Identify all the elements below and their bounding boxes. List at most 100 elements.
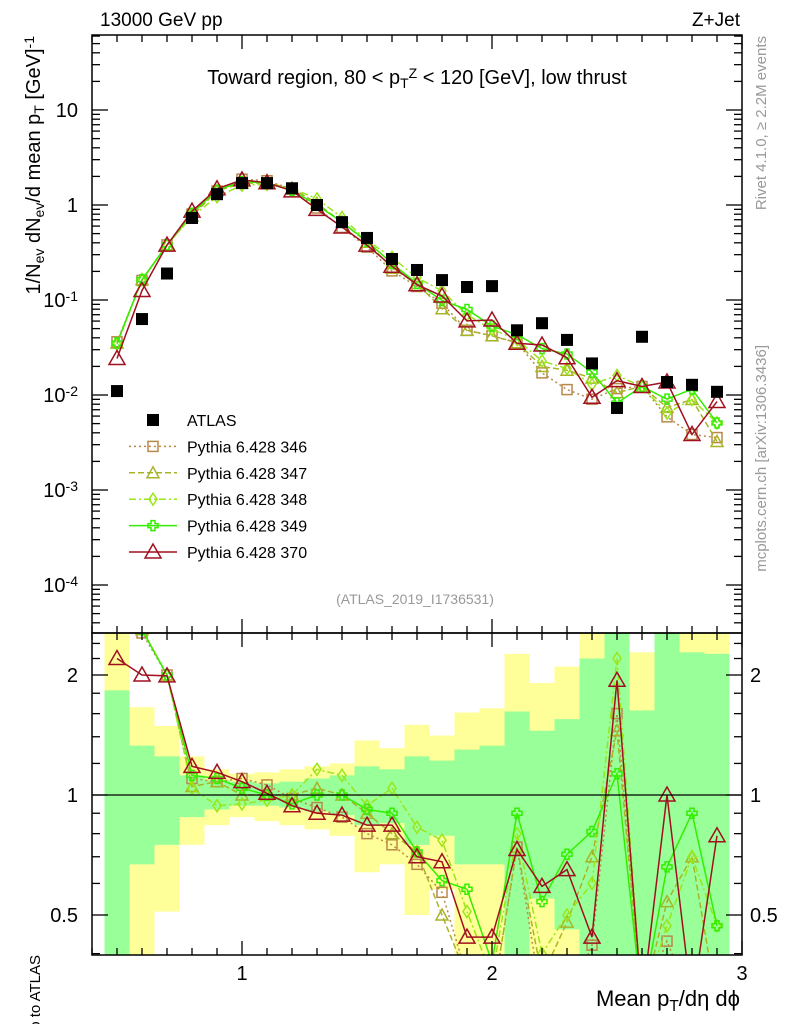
tick-exponent: -2 [66, 383, 79, 399]
band-green [429, 760, 455, 836]
marker-diamond [687, 392, 697, 407]
marker-triangle [357, 815, 377, 832]
tick-mantissa: 10 [43, 480, 65, 502]
marker-triangle [682, 424, 702, 442]
legend-marker [147, 414, 159, 426]
legend-item: Pythia 6.428 347 [129, 465, 307, 483]
marker-diamond [662, 918, 672, 934]
label-part: T [400, 75, 409, 91]
data-point [561, 333, 573, 346]
label-part: Mean p [596, 986, 669, 1011]
marker-triangle [459, 322, 475, 337]
legend-item: Pythia 6.428 348 [129, 491, 307, 509]
tick-mantissa: 10 [56, 100, 78, 122]
marker-diamond [537, 946, 547, 955]
marker-triangle [157, 666, 177, 683]
data-point [661, 376, 673, 389]
marker-square [537, 998, 547, 1008]
marker-square [611, 382, 623, 395]
marker-triangle [607, 371, 627, 388]
marker-cross [112, 589, 122, 599]
tick-mantissa: 10 [43, 290, 65, 312]
data-point [686, 378, 698, 391]
label-part: < 120 [GeV], low thrust [417, 67, 627, 89]
series-atlas [111, 177, 723, 414]
label-part: /dη dϕ [679, 986, 740, 1011]
data-point [311, 199, 323, 211]
marker-square [711, 431, 723, 444]
marker-triangle [145, 465, 161, 479]
data-point [636, 330, 648, 343]
marker-cross [586, 825, 598, 838]
marker-triangle [143, 542, 163, 559]
series-line [116, 178, 718, 439]
marker-cross [111, 337, 123, 349]
marker-triangle [584, 370, 600, 384]
marker-cross [236, 782, 248, 794]
marker-triangle [434, 907, 450, 921]
y-tick-label: 10-4 [43, 573, 78, 597]
ratio-tick-label-left: 2 [67, 665, 78, 687]
band-green [104, 690, 130, 955]
label-part: -1 [21, 36, 37, 49]
series-348 [112, 177, 722, 431]
marker-triangle [657, 785, 677, 802]
marker-triangle [559, 914, 575, 928]
marker-triangle [307, 803, 327, 820]
band-green [654, 633, 680, 955]
plot-title: Toward region, 80 < pTZ < 120 [GeV], low… [207, 65, 627, 91]
band-green [154, 756, 180, 845]
ratio-tick-label-right: 0.5 [750, 905, 778, 927]
marker-cross [561, 848, 573, 861]
marker-cross [461, 883, 473, 896]
legend-label: Pythia 6.428 349 [187, 519, 307, 536]
marker-diamond [212, 798, 222, 814]
marker-triangle [457, 927, 477, 944]
legend-item: Pythia 6.428 349 [129, 519, 307, 536]
marker-diamond [437, 832, 447, 848]
marker-triangle [207, 762, 227, 780]
marker-cross [611, 768, 623, 780]
marker-triangle [407, 275, 427, 292]
label-part: Z [409, 65, 418, 81]
data-point [286, 182, 298, 195]
header-right: Z+Jet [692, 10, 741, 31]
legend-item: Pythia 6.428 370 [129, 542, 307, 562]
marker-square [562, 998, 572, 1008]
tick-exponent: -4 [66, 573, 79, 589]
marker-square [487, 998, 497, 1008]
marker-square [462, 972, 472, 982]
marker-triangle [507, 333, 527, 351]
marker-triangle [532, 335, 552, 352]
marker-triangle [486, 997, 498, 1008]
marker-cross [661, 861, 673, 873]
data-point [136, 313, 148, 326]
data-point [111, 385, 123, 398]
marker-triangle [457, 311, 477, 328]
series-347 [109, 175, 725, 448]
marker-triangle [432, 286, 452, 303]
marker-diamond [237, 796, 247, 812]
marker-diamond [287, 787, 297, 803]
data-point [611, 401, 623, 414]
marker-diamond [562, 907, 572, 923]
marker-diamond [187, 780, 197, 796]
data-point [461, 281, 473, 294]
y-tick-label: 10-3 [43, 478, 78, 502]
band-green [554, 719, 580, 930]
analysis-id: (ATLAS_2019_I1736531) [336, 591, 494, 607]
labels: 13000 GeV pp Z+Jet Toward region, 80 < p… [21, 10, 770, 1024]
series-line [116, 183, 718, 424]
series-line [116, 657, 718, 955]
data-point [336, 216, 348, 229]
marker-triangle [461, 971, 473, 982]
band-green [454, 749, 480, 865]
marker-triangle [484, 328, 500, 342]
label-part: dN [23, 217, 45, 248]
marker-triangle [182, 756, 202, 774]
band-green [129, 745, 155, 865]
tick-mantissa: 1 [67, 195, 78, 217]
band-green [379, 769, 405, 824]
marker-triangle [332, 805, 352, 822]
